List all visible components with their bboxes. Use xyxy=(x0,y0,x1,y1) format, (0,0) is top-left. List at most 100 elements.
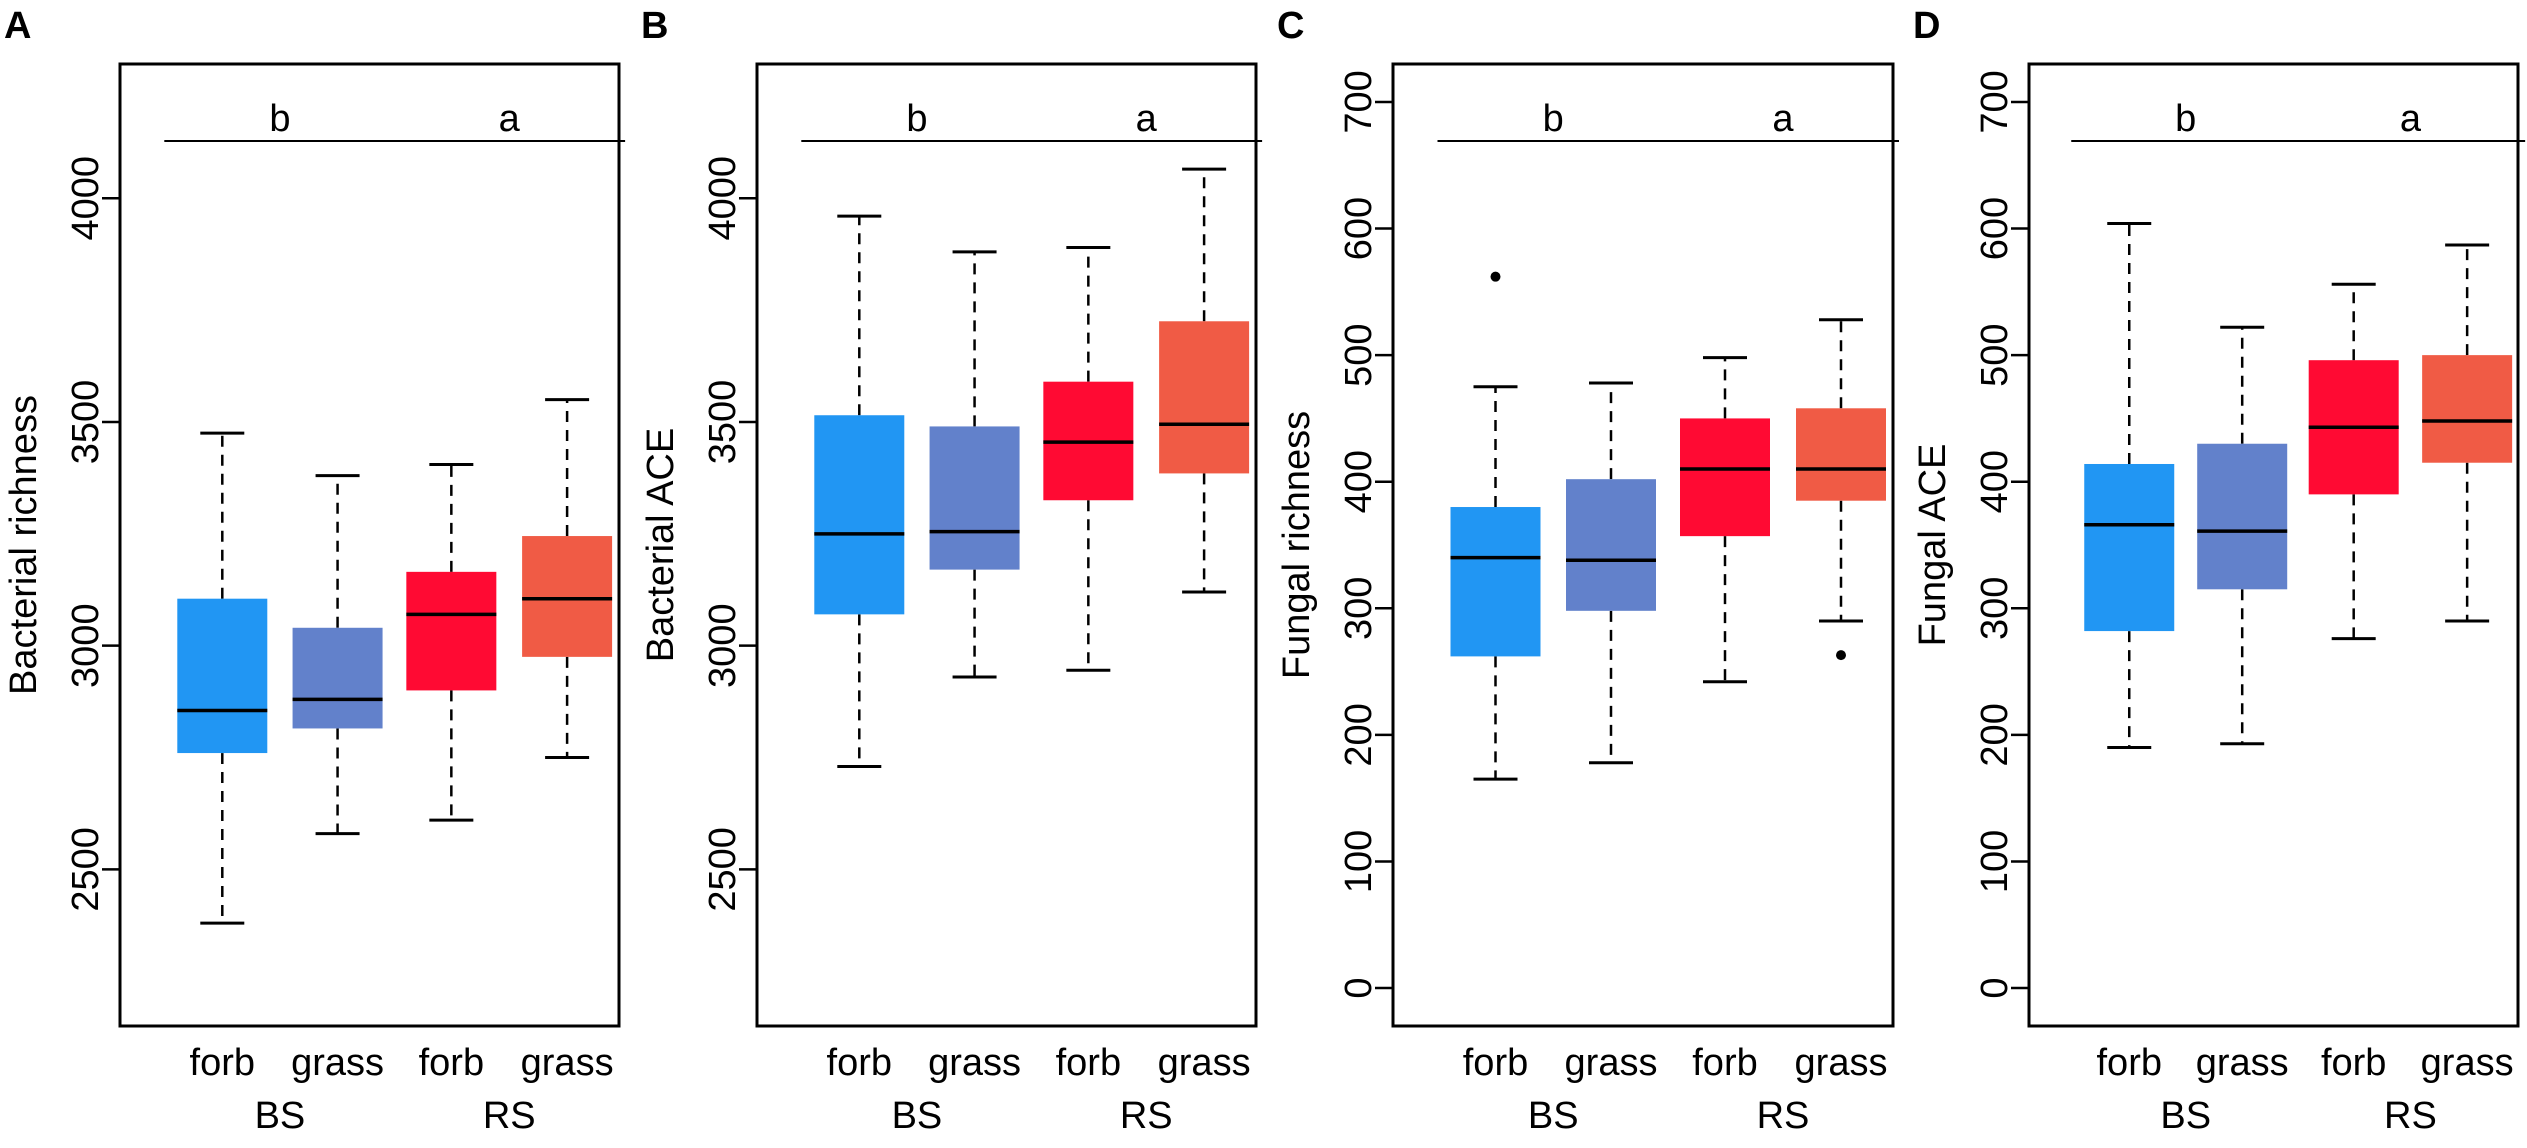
box-body xyxy=(1450,507,1541,657)
y-tick-label: 4000 xyxy=(702,156,744,241)
x-category-label: forb xyxy=(2321,1042,2386,1084)
x-group-label: BS xyxy=(2160,1095,2211,1137)
significance-letter: a xyxy=(1136,98,1158,140)
box-body xyxy=(2197,443,2288,590)
box-bs-grass xyxy=(929,250,1020,679)
y-tick-label: 500 xyxy=(1974,323,2016,386)
x-category-label: forb xyxy=(2097,1042,2162,1084)
box-body xyxy=(1566,479,1656,611)
panel-letter: B xyxy=(641,5,668,47)
y-tick-label: 200 xyxy=(1338,703,1380,766)
x-category-label: grass xyxy=(521,1042,614,1084)
x-group-label: BS xyxy=(892,1095,943,1137)
box-bs-grass xyxy=(1566,381,1656,765)
y-tick-label: 3000 xyxy=(702,603,744,688)
y-tick-label: 300 xyxy=(1338,577,1380,640)
y-tick-label: 3500 xyxy=(65,380,107,465)
x-category-label: forb xyxy=(1692,1042,1757,1084)
y-tick-label: 500 xyxy=(1338,323,1380,386)
x-category-label: forb xyxy=(1463,1042,1528,1084)
significance-letter: b xyxy=(2175,98,2196,140)
significance-letter: a xyxy=(499,98,521,140)
x-group-label: BS xyxy=(255,1095,306,1137)
plot-frame xyxy=(2027,62,2520,1028)
significance-letter: b xyxy=(1543,98,1564,140)
y-tick-label: 2500 xyxy=(702,827,744,912)
x-group-label: RS xyxy=(2384,1095,2437,1137)
panel-letter: D xyxy=(1913,5,1940,47)
x-category-label: forb xyxy=(1056,1042,1121,1084)
x-category-label: forb xyxy=(190,1042,255,1084)
x-category-label: forb xyxy=(827,1042,892,1084)
x-category-label: grass xyxy=(2421,1042,2514,1084)
x-category-label: forb xyxy=(419,1042,484,1084)
box-bs-forb xyxy=(177,431,268,925)
y-axis-title: Bacterial richness xyxy=(3,395,45,695)
x-category-label: grass xyxy=(928,1042,1021,1084)
y-tick-label: 2500 xyxy=(65,827,107,912)
outlier-point xyxy=(1490,271,1501,282)
box-body xyxy=(1796,408,1886,501)
x-group-label: RS xyxy=(1120,1095,1173,1137)
box-rs-grass xyxy=(2422,243,2513,623)
box-bs-forb xyxy=(814,214,905,768)
y-axis-title: Fungal richness xyxy=(1276,411,1318,679)
y-tick-label: 600 xyxy=(1974,197,2016,260)
box-body xyxy=(929,426,1020,570)
box-rs-grass xyxy=(1796,318,1886,661)
y-tick-label: 0 xyxy=(1974,977,2016,998)
box-rs-grass xyxy=(522,398,613,760)
box-body xyxy=(2422,355,2513,463)
box-rs-forb xyxy=(406,462,497,822)
y-tick-label: 400 xyxy=(1338,450,1380,513)
y-tick-label: 300 xyxy=(1974,577,2016,640)
significance-letter: b xyxy=(906,98,927,140)
y-tick-label: 3500 xyxy=(702,380,744,465)
box-rs-grass xyxy=(1159,167,1250,594)
plot-frame xyxy=(1391,62,1895,1028)
plot-frame xyxy=(755,62,1258,1028)
panel-c: C Fungal richness 0 100 200 300 400 500 600 700 fo… xyxy=(1276,5,1899,1137)
y-tick-label: 200 xyxy=(1974,703,2016,766)
panel-letter: A xyxy=(4,5,31,47)
box-body xyxy=(177,598,268,754)
box-body xyxy=(1680,418,1770,537)
y-tick-label: 400 xyxy=(1974,450,2016,513)
y-tick-label: 100 xyxy=(1974,830,2016,893)
x-group-label: RS xyxy=(1757,1095,1810,1137)
box-bs-grass xyxy=(292,474,383,836)
y-tick-label: 700 xyxy=(1974,70,2016,133)
x-category-label: grass xyxy=(1795,1042,1888,1084)
x-group-label: RS xyxy=(483,1095,536,1137)
box-rs-forb xyxy=(1680,356,1770,684)
y-axis-title: Fungal ACE xyxy=(1912,444,1954,647)
box-body xyxy=(522,536,613,657)
box-body xyxy=(2084,463,2175,632)
y-tick-label: 700 xyxy=(1338,70,1380,133)
significance-letter: a xyxy=(2400,98,2422,140)
box-body xyxy=(1159,321,1250,474)
box-bs-forb xyxy=(2084,221,2175,750)
significance-letter: a xyxy=(1772,98,1794,140)
box-bs-grass xyxy=(2197,325,2288,746)
box-body xyxy=(814,415,905,615)
x-category-label: grass xyxy=(1565,1042,1658,1084)
y-tick-label: 3000 xyxy=(65,603,107,688)
x-category-label: grass xyxy=(1158,1042,1251,1084)
box-rs-forb xyxy=(2308,282,2399,641)
x-category-label: grass xyxy=(291,1042,384,1084)
y-tick-label: 4000 xyxy=(65,156,107,241)
y-tick-label: 600 xyxy=(1338,197,1380,260)
x-group-label: BS xyxy=(1528,1095,1579,1137)
significance-letter: b xyxy=(269,98,290,140)
y-tick-label: 0 xyxy=(1338,977,1380,998)
x-category-label: grass xyxy=(2196,1042,2289,1084)
panel-letter: C xyxy=(1277,5,1304,47)
plot-frame xyxy=(118,62,621,1028)
box-body xyxy=(292,627,383,729)
box-rs-forb xyxy=(1043,245,1134,672)
